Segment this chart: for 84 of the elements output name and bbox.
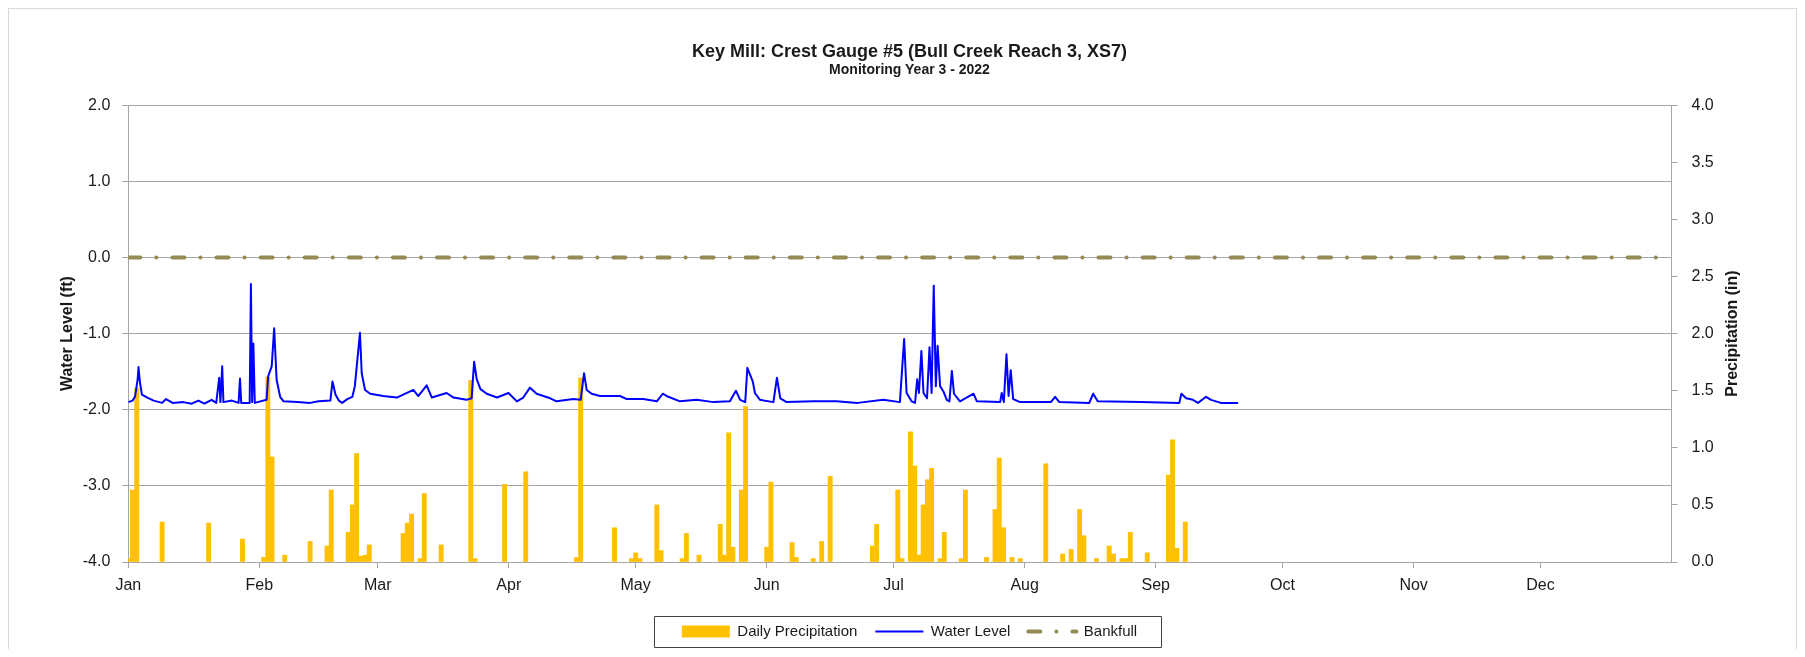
bar <box>929 468 935 562</box>
y-tick-label: -2.0 <box>82 400 111 418</box>
y2-tick-label: 3.0 <box>1691 209 1714 227</box>
bar <box>726 432 732 562</box>
x-tick-label: Jan <box>115 576 142 594</box>
y2-tick-label: 1.0 <box>1691 438 1714 456</box>
x-tick-label: Mar <box>363 576 393 594</box>
legend-label: Daily Precipitation <box>737 621 858 639</box>
bar <box>941 531 947 562</box>
y2-axis-title: Precipitation (in) <box>1722 270 1740 397</box>
y-tick-label: 2.0 <box>88 95 111 113</box>
bar <box>1182 521 1188 562</box>
y-tick-label: -1.0 <box>82 324 111 342</box>
bar <box>159 521 165 562</box>
bar <box>468 380 474 562</box>
bar <box>1119 558 1125 562</box>
bar <box>984 557 990 562</box>
legend-label: Bankfull <box>1083 621 1138 639</box>
bar <box>1060 553 1066 562</box>
bar <box>962 489 968 562</box>
y2-tick-label: 2.0 <box>1691 324 1714 342</box>
bar <box>421 493 427 562</box>
x-tick-label: Oct <box>1270 576 1296 594</box>
bar <box>717 523 723 562</box>
y2-tick-label: 3.5 <box>1691 152 1714 170</box>
bar <box>265 376 271 562</box>
bar <box>523 471 529 562</box>
x-tick-label: Dec <box>1526 576 1555 594</box>
bar <box>282 554 288 562</box>
bar <box>1094 558 1099 562</box>
x-tick-label: Sep <box>1141 576 1171 594</box>
bar <box>633 552 639 562</box>
bar <box>827 476 833 562</box>
y-axis-title: Water Level (ft) <box>58 276 76 392</box>
chart-subtitle: Monitoring Year 3 - 2022 <box>829 60 991 77</box>
legend-label: Water Level <box>930 621 1011 639</box>
bar <box>366 544 372 562</box>
x-tick-label: Jul <box>883 576 904 594</box>
x-tick-label: Apr <box>496 576 522 594</box>
y2-tick-label: 1.5 <box>1691 381 1714 399</box>
bar <box>206 522 212 562</box>
y-tick-label: 1.0 <box>88 171 111 189</box>
bar <box>1068 549 1074 562</box>
bar <box>810 558 816 562</box>
chart-title: Key Mill: Crest Gauge #5 (Bull Creek Reach 3, XS7) <box>691 40 1128 61</box>
bar <box>612 527 617 562</box>
bar <box>438 544 444 562</box>
y-tick-label: 0.0 <box>88 247 111 265</box>
bar <box>1170 439 1176 562</box>
bar <box>502 484 508 562</box>
bar <box>819 541 825 562</box>
x-tick-label: Jun <box>753 576 780 594</box>
bar <box>240 538 245 562</box>
bar <box>1077 509 1083 562</box>
bar <box>307 541 313 562</box>
bar <box>683 533 689 562</box>
x-tick-label: Nov <box>1399 576 1428 594</box>
y2-tick-label: 0.0 <box>1691 552 1714 570</box>
bar <box>578 377 584 562</box>
bar <box>874 523 880 562</box>
bar <box>743 406 749 562</box>
y-tick-label: -3.0 <box>82 476 111 494</box>
y-tick-label: -4.0 <box>82 552 111 570</box>
bar <box>996 457 1002 562</box>
bar <box>328 489 334 562</box>
bar <box>696 554 702 562</box>
bar <box>1106 545 1112 562</box>
bar <box>1144 552 1150 562</box>
x-tick-label: May <box>620 576 651 594</box>
x-tick-label: Aug <box>1010 576 1039 594</box>
y2-tick-label: 4.0 <box>1691 95 1714 113</box>
bar <box>1127 531 1133 562</box>
bar <box>1009 557 1015 562</box>
bar <box>789 542 795 562</box>
bar <box>354 453 360 562</box>
bar <box>654 504 660 562</box>
bar <box>895 489 901 562</box>
x-tick-label: Feb <box>245 576 274 594</box>
bar <box>134 388 140 562</box>
y2-tick-label: 2.5 <box>1691 266 1714 284</box>
y2-tick-label: 0.5 <box>1691 495 1714 513</box>
bar <box>1043 463 1049 562</box>
bar <box>1017 558 1023 562</box>
bar <box>409 513 415 562</box>
